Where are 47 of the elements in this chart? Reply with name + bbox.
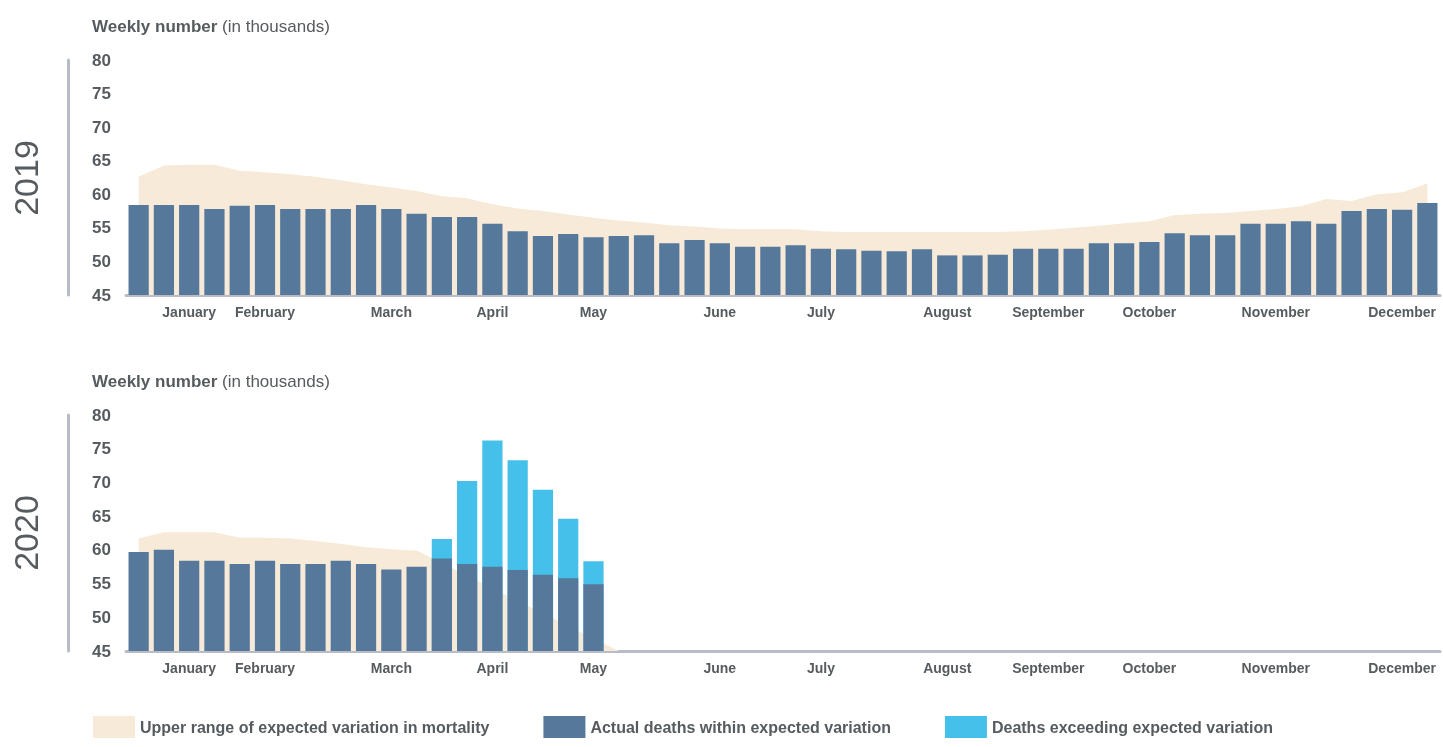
x-tick-label: January — [162, 304, 217, 320]
x-tick-label: March — [370, 660, 412, 676]
x-tick-label: November — [1241, 660, 1311, 676]
x-tick-label: February — [235, 660, 296, 676]
x-tick-label: August — [923, 660, 972, 676]
y-tick-label: 55 — [92, 218, 111, 238]
y-tick-label: 50 — [92, 607, 111, 627]
y-tick-label: 70 — [92, 472, 111, 492]
y-tick-label: 60 — [92, 184, 111, 204]
x-tick-label: July — [806, 304, 836, 320]
x-tick-label: October — [1122, 660, 1177, 676]
y-tick-label: 55 — [92, 574, 111, 594]
x-tick-label: December — [1368, 660, 1437, 676]
y-tick-label: 80 — [92, 405, 111, 425]
x-tick-label: July — [806, 660, 836, 676]
legend-label: Actual deaths within expected variation — [590, 718, 891, 736]
x-tick-label: April — [476, 304, 509, 320]
x-tick-label: August — [923, 304, 972, 320]
text: 2020 — [7, 495, 45, 571]
y-tick-label: 65 — [92, 151, 111, 171]
legend-label: Upper range of expected variation in mortality — [140, 718, 490, 736]
x-tick-label: February — [235, 304, 296, 320]
x-tick-label: June — [703, 660, 737, 676]
y-tick-label: 45 — [92, 285, 111, 305]
x-tick-label: May — [579, 660, 608, 676]
y-tick-label: 45 — [92, 641, 111, 661]
y-axis-title: Weekly number (in thousands) — [92, 17, 330, 36]
y-tick-label: 75 — [92, 84, 111, 104]
x-tick-label: September — [1012, 660, 1086, 676]
y-tick-label: 60 — [92, 540, 111, 560]
y-tick-label: 70 — [92, 117, 111, 137]
y-tick-label: 50 — [92, 251, 111, 271]
text: 2019 — [7, 140, 45, 216]
x-tick-label: May — [579, 304, 608, 320]
x-tick-label: March — [370, 304, 412, 320]
legend-label: Deaths exceeding expected variation — [991, 718, 1273, 736]
y-tick-label: 75 — [92, 439, 111, 459]
x-tick-label: June — [703, 304, 737, 320]
y-tick-label: 65 — [92, 506, 111, 526]
y-tick-label: 80 — [92, 50, 111, 70]
x-tick-label: April — [476, 660, 509, 676]
x-tick-label: November — [1241, 304, 1311, 320]
x-tick-label: October — [1122, 304, 1177, 320]
y-axis-title: Weekly number (in thousands) — [92, 372, 330, 391]
x-tick-label: December — [1368, 304, 1437, 320]
x-tick-label: September — [1012, 304, 1086, 320]
x-tick-label: January — [162, 660, 217, 676]
